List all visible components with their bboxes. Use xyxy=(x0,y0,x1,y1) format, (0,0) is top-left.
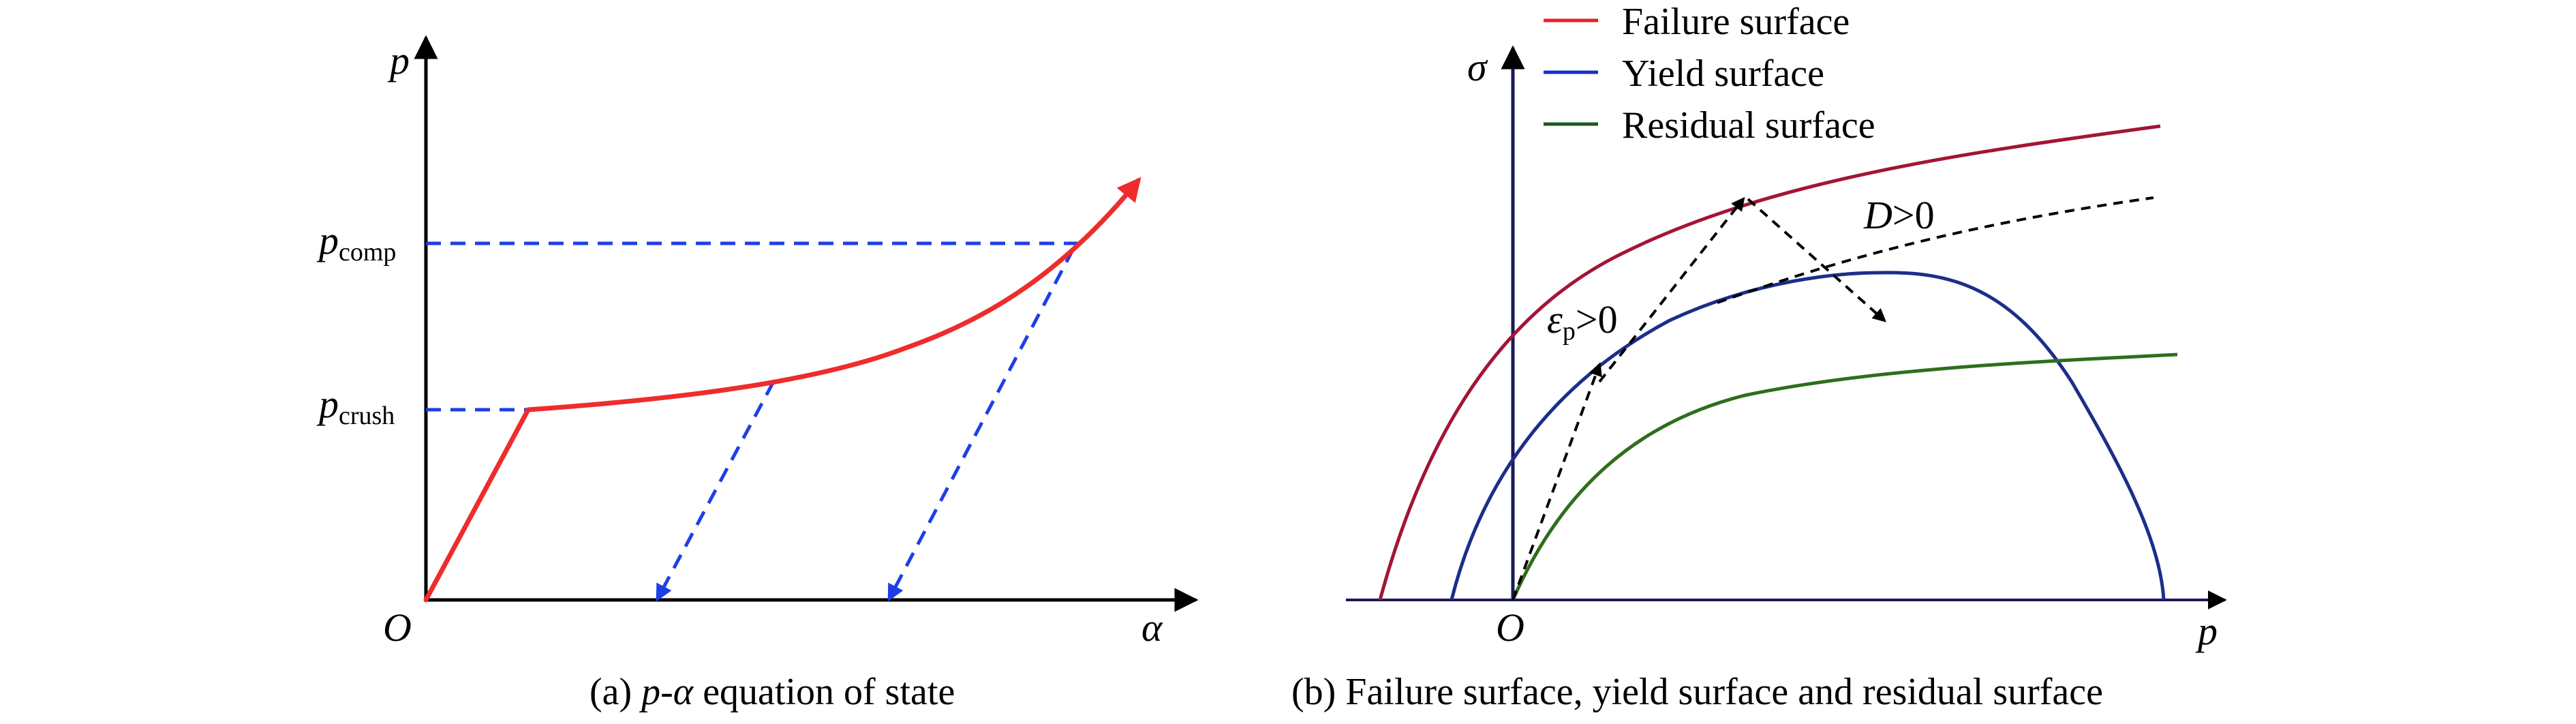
panel-b-x-axis-label: p xyxy=(2195,609,2218,653)
d-label: D>0 xyxy=(1863,193,1935,237)
panel-a-x-axis-label: α xyxy=(1141,605,1163,650)
panel-b-y-axis-label: σ xyxy=(1467,45,1488,89)
p-comp-label: pcomp xyxy=(316,218,396,267)
panel-a-origin-label: O xyxy=(383,605,412,650)
panel-b-caption: (b) Failure surface, yield surface and r… xyxy=(1291,671,2103,713)
panel-a-y-axis-label: p xyxy=(387,38,410,82)
panel-a: p O α pcomp pcrush (a) p-α equation of s… xyxy=(316,35,1199,713)
yield-surface-curve xyxy=(1450,271,2166,601)
unloading-path-2 xyxy=(887,247,1075,602)
load-path-origin-to-yield xyxy=(1512,362,1602,601)
failure-surface-curve xyxy=(1378,124,2161,601)
p-alpha-curve xyxy=(423,177,1141,603)
legend-label-yield: Yield surface xyxy=(1622,52,1824,95)
residual-surface-curve xyxy=(1511,352,2178,601)
eps-p-label: εp>0 xyxy=(1547,297,1618,346)
panel-b-origin-label: O xyxy=(1496,605,1524,650)
p-crush-label: pcrush xyxy=(316,382,395,430)
unloading-path-1 xyxy=(656,380,776,602)
load-path-damage xyxy=(1747,198,1886,322)
load-path-yield-to-failure xyxy=(1598,196,1745,383)
damage-dashed-curve xyxy=(1717,196,2154,304)
legend-label-failure: Failure surface xyxy=(1622,1,1850,43)
panel-b: σ O p εp>0 D>0 Failure surface Yield sur… xyxy=(1291,1,2227,713)
legend-label-residual: Residual surface xyxy=(1622,104,1875,147)
panel-a-caption: (a) p-α equation of state xyxy=(589,671,955,713)
legend: Failure surface Yield surface Residual s… xyxy=(1544,1,1875,147)
